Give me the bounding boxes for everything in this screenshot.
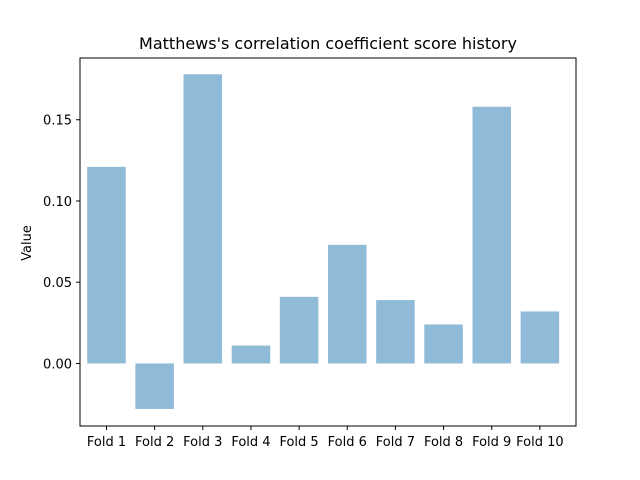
- y-tick-label: 0.05: [43, 276, 72, 291]
- bar-fold-4: [231, 345, 271, 364]
- x-tick-label: Fold 1: [87, 435, 126, 450]
- y-tick-label: 0.00: [43, 357, 72, 372]
- y-axis-label: Value: [20, 225, 35, 261]
- y-tick-label: 0.15: [43, 114, 72, 129]
- bar-fold-6: [328, 244, 367, 364]
- x-tick-label: Fold 7: [376, 435, 415, 450]
- x-tick-label: Fold 8: [424, 435, 463, 450]
- x-tick-label: Fold 4: [231, 435, 270, 450]
- y-axis-ticks: 0.00 0.05 0.10 0.15: [43, 114, 80, 372]
- bar-fold-5: [279, 296, 319, 364]
- x-tick-label: Fold 3: [183, 435, 222, 450]
- bars-layer: [87, 74, 560, 409]
- plot-frame: [79, 57, 577, 427]
- bar-fold-7: [376, 300, 415, 364]
- bar-fold-9: [472, 106, 511, 364]
- x-tick-label: Fold 6: [328, 435, 367, 450]
- chart-title: Matthews's correlation coefficient score…: [139, 34, 517, 53]
- bar-fold-2: [135, 363, 174, 409]
- x-tick-label: Fold 2: [135, 435, 174, 450]
- bar-fold-8: [424, 324, 463, 364]
- x-tick-label: Fold 5: [279, 435, 318, 450]
- bar-fold-10: [520, 311, 560, 364]
- x-tick-label: Fold 9: [472, 435, 511, 450]
- bar-fold-3: [183, 74, 223, 364]
- x-axis-ticks: Fold 1 Fold 2 Fold 3 Fold 4 Fold 5 Fold 6 Fold…: [87, 426, 564, 450]
- y-tick-label: 0.10: [43, 195, 72, 210]
- bar-fold-1: [87, 166, 126, 364]
- x-tick-label: Fold 10: [516, 435, 564, 450]
